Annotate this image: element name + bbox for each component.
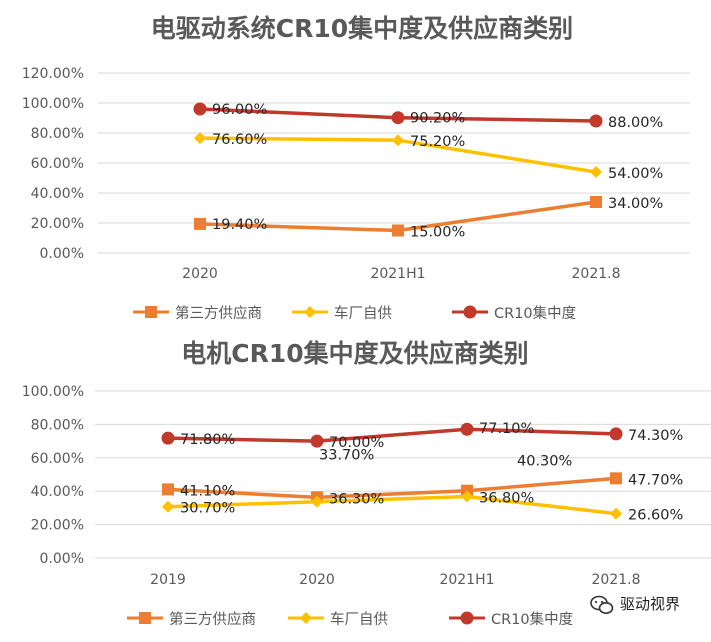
data-point [194,132,206,145]
legend-marker [300,612,312,624]
x-tick-label: 2021.8 [592,572,641,588]
data-label: 33.70% [319,448,374,464]
series-line [167,476,617,500]
y-tick-label: 100.00% [22,384,84,400]
data-label: 71.80% [180,432,235,448]
y-tick-label: 20.00% [31,518,84,534]
wechat-icon [590,595,614,614]
data-label: 30.70% [180,501,235,517]
legend-marker [304,306,316,318]
y-tick-label: 40.00% [31,186,84,202]
data-point [610,507,622,520]
data-point [461,490,473,503]
x-tick-label: 2020 [182,266,218,282]
legend-label: 车厂自供 [334,305,392,322]
data-label: 70.00% [329,435,384,451]
data-label: 88.00% [608,115,663,131]
data-point [610,472,622,485]
data-point [392,134,404,147]
data-point [590,166,602,178]
y-tick-label: 80.00% [31,126,84,142]
data-label: 40.30% [517,454,572,470]
legend-marker [460,611,474,625]
legend-label: 第三方供应商 [169,610,256,628]
data-label: 47.70% [628,472,683,488]
data-point [392,224,404,237]
x-tick-label: 2021H1 [439,572,494,588]
data-point [194,217,206,230]
data-point [609,427,623,441]
legend-marker [145,306,157,318]
chart-title: 电机CR10集中度及供应商类别 [181,339,528,368]
data-label: 26.60% [628,508,683,524]
data-point [161,431,175,445]
y-tick-label: 120.00% [22,66,84,82]
y-tick-label: 0.00% [40,246,84,262]
data-label: 74.30% [628,428,683,444]
data-label: 77.10% [479,421,534,437]
data-point [460,422,474,436]
chart-motor: 电机CR10集中度及供应商类别 0.00% 20.00% 40.00% 60.00% 8… [22,339,711,628]
x-tick-label: 2020 [299,572,335,588]
y-tick-label: 20.00% [31,216,84,232]
y-tick-label: 80.00% [31,417,84,433]
chart-title: 电驱动系统CR10集中度及供应商类别 [151,14,573,43]
data-label: 54.00% [608,166,663,182]
data-label: 34.00% [608,196,663,212]
data-label: 75.20% [410,134,465,150]
data-point [589,114,603,128]
legend-label: CR10集中度 [494,305,576,322]
data-label: 36.80% [479,491,534,507]
y-tick-label: 40.00% [31,484,84,500]
legend-marker [139,612,151,624]
x-tick-label: 2021.8 [572,266,621,282]
data-point [193,102,207,116]
chart-electric-drive: 电驱动系统CR10集中度及供应商类别 0.00% 20.00% 40.00% 60.0… [22,14,690,322]
data-point [162,483,174,496]
data-label: 76.60% [212,132,267,148]
legend-marker [463,305,477,319]
data-point [590,196,602,208]
data-label: 96.00% [212,102,267,118]
data-label: 41.10% [180,483,235,499]
legend-label: 车厂自供 [330,611,388,628]
data-point [391,111,405,125]
watermark: 驱动视界 [590,595,680,614]
data-point [310,434,324,448]
y-tick-label: 100.00% [22,96,84,112]
data-point [311,495,323,508]
series-line [167,494,617,516]
data-label: 90.20% [410,111,465,127]
data-point [162,500,174,513]
series-line [167,427,617,443]
data-label: 15.00% [410,225,465,241]
y-tick-label: 60.00% [31,451,84,467]
x-tick-label: 2021H1 [370,266,425,282]
legend-label: CR10集中度 [491,611,573,628]
legend-label: 第三方供应商 [175,304,262,322]
x-tick-label: 2019 [150,572,186,588]
data-label: 19.40% [212,217,267,233]
data-label: 36.30% [329,491,384,507]
watermark-text: 驱动视界 [620,595,680,613]
y-tick-label: 0.00% [40,551,84,567]
y-tick-label: 60.00% [31,156,84,172]
